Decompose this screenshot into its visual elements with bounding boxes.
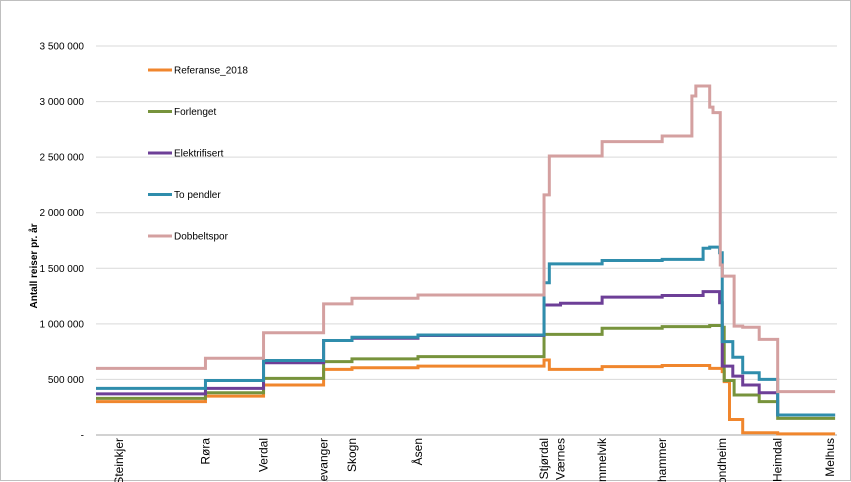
series-line-to-pendler — [96, 245, 836, 417]
station-label: Verdal — [257, 438, 271, 472]
series-line-forlenget — [96, 324, 836, 420]
station-label: Steinkjer — [112, 438, 126, 482]
station-label: Skogn — [345, 438, 359, 472]
axes: - 500 000 1 000 000 1 500 000 2 000 000 2 500… — [40, 42, 837, 442]
legend-label: Dobbeltspor — [174, 232, 229, 243]
y-tick-label: 2 500 000 — [40, 153, 85, 164]
station-label: Hommelvik — [595, 437, 609, 482]
y-axis-title: Antall reiser pr. år — [28, 223, 40, 308]
station-label: Værnes — [554, 438, 568, 480]
y-tick-label: - — [81, 431, 84, 442]
y-tick-label: 3 500 000 — [40, 42, 85, 53]
y-tick-label: 1 000 000 — [40, 319, 85, 330]
series-line-dobbeltspor — [96, 84, 836, 394]
station-label: Levanger — [317, 438, 331, 482]
axis-labels: Steinkjer Røra Verdal Levanger Skogn Åsen Stjø… — [112, 437, 837, 482]
station-label: Heimdal — [771, 438, 785, 482]
series-line-referanse-2018 — [96, 358, 836, 436]
y-tick-label: 500 000 — [48, 375, 85, 386]
station-label: Trondheim — [715, 438, 729, 482]
legend-label: To pendler — [174, 190, 221, 201]
legend-label: Elektrifisert — [174, 149, 224, 160]
station-label: Vikhammer — [655, 438, 669, 482]
y-tick-label: 3 000 000 — [40, 97, 85, 108]
y-tick-label: 1 500 000 — [40, 264, 85, 275]
series-lines — [96, 84, 836, 436]
station-label: Melhus — [823, 438, 837, 477]
station-label: Stjørdal — [537, 438, 551, 479]
station-label: Åsen — [410, 438, 425, 465]
legend-label: Forlenget — [174, 107, 216, 118]
station-label: Røra — [198, 438, 212, 465]
legend: Referanse_2018 Forlenget Elektrifisert To p… — [148, 66, 248, 243]
legend-label: Referanse_2018 — [174, 66, 248, 77]
y-tick-label: 2 000 000 — [40, 208, 85, 219]
gridlines — [96, 45, 837, 380]
